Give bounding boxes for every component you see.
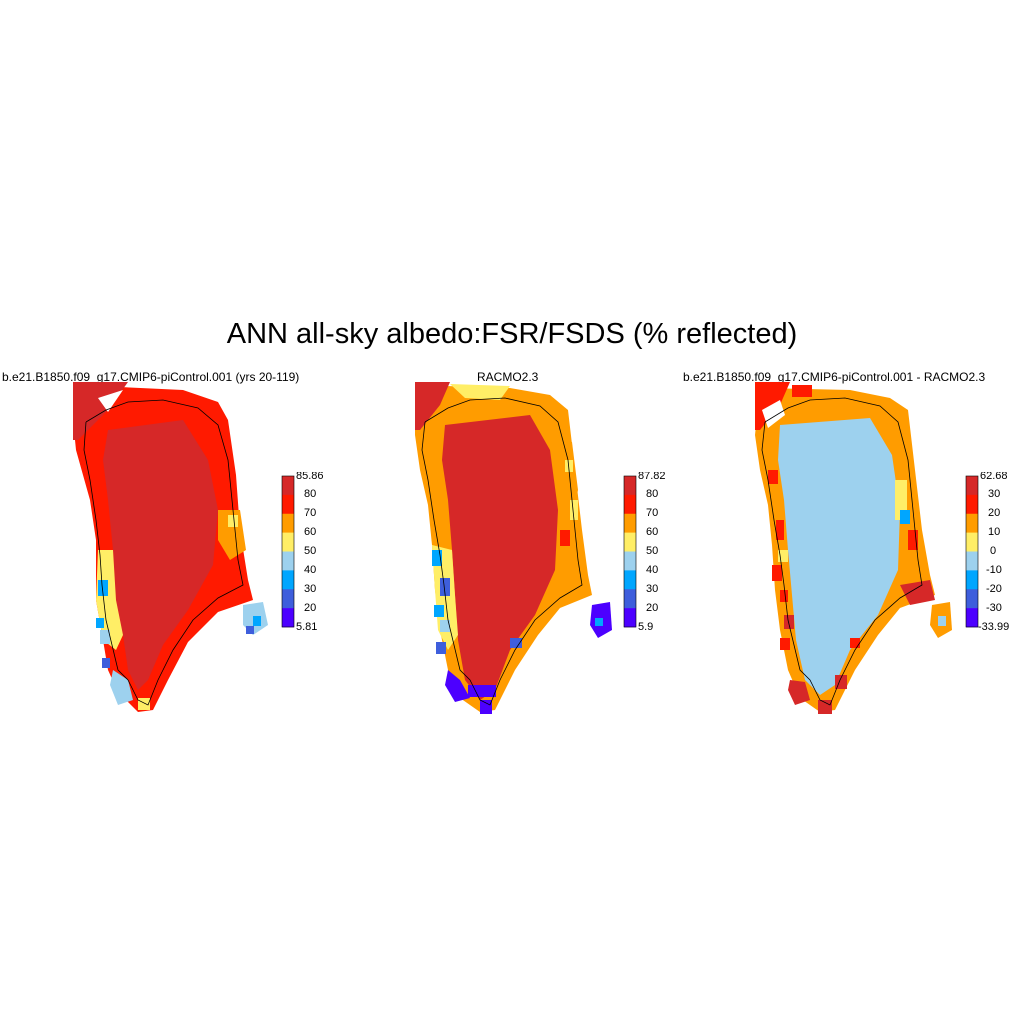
colorbar-swatch bbox=[282, 551, 294, 571]
colorbar-racmo: 87.82 80 70 60 50 40 30 20 5.9 bbox=[623, 472, 666, 633]
colorbar-label: 62.68 bbox=[980, 472, 1008, 482]
colorbar-label: 30 bbox=[988, 488, 1000, 500]
map-racmo-albedo bbox=[415, 382, 612, 714]
colorbar-swatch bbox=[624, 494, 636, 515]
figure-title: ANN all-sky albedo:FSR/FSDS (% reflected… bbox=[226, 318, 798, 350]
colorbar-outline bbox=[965, 475, 979, 628]
colorbar-swatch bbox=[282, 476, 294, 496]
colorbar-label: 20 bbox=[304, 602, 316, 614]
colorbar-swatch bbox=[966, 570, 978, 590]
colorbar-label: 60 bbox=[304, 526, 316, 538]
colorbar-label: 5.81 bbox=[296, 621, 317, 633]
colorbar-model: 85.86 80 70 60 50 40 30 20 5.81 bbox=[281, 472, 324, 633]
colorbar-swatch bbox=[624, 589, 636, 609]
colorbar-label: -20 bbox=[986, 583, 1002, 595]
colorbar-swatch bbox=[624, 570, 636, 590]
map-albedo-difference bbox=[755, 382, 952, 714]
colorbar-label: -33.99 bbox=[978, 621, 1009, 633]
colorbar-label: 40 bbox=[304, 564, 316, 576]
colorbar-swatch bbox=[966, 476, 978, 496]
colorbar-swatch bbox=[282, 589, 294, 609]
colorbar-swatch bbox=[624, 551, 636, 571]
colorbar-label: 87.82 bbox=[638, 472, 666, 482]
colorbar-label: 50 bbox=[646, 545, 658, 557]
colorbar-swatch bbox=[282, 570, 294, 590]
colorbar-swatch bbox=[282, 513, 294, 533]
panel-title-difference: b.e21.B1850.f09_g17.CMIP6-piControl.001 … bbox=[683, 370, 986, 384]
colorbar-swatch bbox=[966, 532, 978, 552]
colorbar-swatch bbox=[966, 551, 978, 571]
colorbar-swatch bbox=[282, 608, 294, 628]
colorbar-label: 80 bbox=[304, 488, 316, 500]
colorbar-label: -10 bbox=[986, 564, 1002, 576]
colorbar-label: 0 bbox=[990, 545, 996, 557]
colorbar-label: 70 bbox=[646, 507, 658, 519]
colorbar-outline bbox=[623, 475, 637, 628]
colorbar-label: 85.86 bbox=[296, 472, 324, 482]
colorbar-swatch bbox=[966, 608, 978, 628]
colorbar-label: 20 bbox=[646, 602, 658, 614]
colorbar-swatch bbox=[966, 513, 978, 533]
colorbar-swatch bbox=[624, 532, 636, 552]
colorbar-swatch bbox=[966, 494, 978, 515]
panel-title-racmo: RACMO2.3 bbox=[477, 370, 539, 384]
map-model-albedo bbox=[73, 382, 268, 712]
colorbar-outline bbox=[281, 475, 295, 628]
colorbar-label: 10 bbox=[988, 526, 1000, 538]
colorbar-label: 50 bbox=[304, 545, 316, 557]
colorbar-label: 5.9 bbox=[638, 621, 653, 633]
panel-title-model: b.e21.B1850.f09_g17.CMIP6-piControl.001 … bbox=[2, 370, 300, 384]
colorbar-label: 70 bbox=[304, 507, 316, 519]
colorbar-label: 30 bbox=[646, 583, 658, 595]
colorbar-swatch bbox=[624, 513, 636, 533]
colorbar-label: 20 bbox=[988, 507, 1000, 519]
colorbar-difference: 62.68 30 20 10 0 -10 -20 -30 -33.99 bbox=[965, 472, 1009, 633]
colorbar-swatch bbox=[966, 589, 978, 609]
colorbar-swatch bbox=[624, 476, 636, 496]
colorbar-label: 40 bbox=[646, 564, 658, 576]
colorbar-swatch bbox=[624, 608, 636, 628]
colorbar-label: 80 bbox=[646, 488, 658, 500]
colorbar-label: -30 bbox=[986, 602, 1002, 614]
colorbar-swatch bbox=[282, 494, 294, 515]
colorbar-label: 30 bbox=[304, 583, 316, 595]
colorbar-label: 60 bbox=[646, 526, 658, 538]
colorbar-swatch bbox=[282, 532, 294, 552]
